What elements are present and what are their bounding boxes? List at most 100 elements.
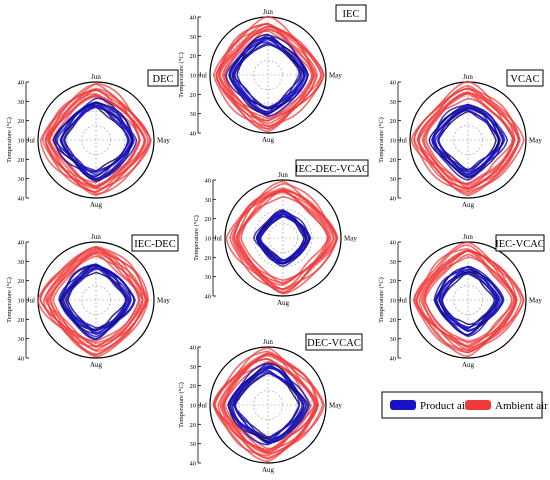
radial-tick-label: 30 bbox=[205, 274, 212, 281]
panel-title-box bbox=[131, 234, 179, 252]
angular-label-bottom: Aug bbox=[90, 201, 103, 209]
radial-axis-title: Temperature (°C) bbox=[178, 382, 185, 428]
radial-tick-label: 20 bbox=[190, 383, 197, 390]
radial-tick-label: 20 bbox=[390, 118, 397, 125]
angular-label-right: May bbox=[157, 137, 170, 145]
panel-title-box bbox=[495, 234, 545, 252]
angular-label-left: Jul bbox=[214, 235, 222, 243]
product-air-line bbox=[428, 103, 504, 179]
product-air-line bbox=[438, 109, 500, 172]
product-air-line bbox=[54, 97, 138, 181]
radial-tick-label: 40 bbox=[390, 196, 397, 203]
polar-panel-iec: Jun Aug May Jul 40 30 20 10 20 30 40 Temperature (°… bbox=[178, 4, 367, 144]
radial-tick-label: 40 bbox=[190, 345, 197, 352]
radial-tick-label: 20 bbox=[18, 317, 25, 324]
radial-tick-label: 20 bbox=[18, 157, 25, 164]
radial-tick-label: 30 bbox=[390, 99, 397, 106]
radial-tick-label: 20 bbox=[190, 53, 197, 60]
angular-label-right: May bbox=[344, 235, 357, 243]
product-air-line bbox=[256, 211, 310, 265]
radial-tick-label: 10 bbox=[18, 138, 25, 145]
ambient-air-line bbox=[229, 180, 339, 290]
radial-tick-label: 10 bbox=[390, 138, 397, 145]
panel-title: IEC bbox=[343, 9, 360, 20]
polar-panel-dec: Jun Aug May Jul 40 30 20 10 20 30 40 Temperature (°… bbox=[6, 69, 179, 209]
radial-tick-label: 10 bbox=[18, 298, 25, 305]
angular-label-top: Jun bbox=[263, 338, 273, 346]
product-air-line bbox=[231, 37, 307, 113]
product-air-line bbox=[435, 265, 502, 331]
angular-label-left: Jul bbox=[27, 137, 35, 145]
angular-label-left: Jul bbox=[27, 297, 35, 305]
radial-tick-label: 40 bbox=[18, 196, 25, 203]
ambient-air-line bbox=[417, 87, 520, 190]
polar-panel-iec-dec: Jun Aug May Jul 40 30 20 10 20 30 40 Temperature (°… bbox=[6, 233, 179, 369]
radial-tick-label: 40 bbox=[18, 356, 25, 363]
ambient-air-line bbox=[212, 15, 325, 128]
radial-tick-label: 30 bbox=[390, 259, 397, 266]
radial-tick-label: 10 bbox=[190, 403, 197, 410]
product-air-line bbox=[433, 266, 505, 338]
product-air-line bbox=[62, 264, 131, 332]
angular-label-left: Jul bbox=[399, 297, 407, 305]
ambient-air-line bbox=[36, 245, 149, 358]
ambient-air-line bbox=[412, 80, 525, 193]
polar-panel-vcac: Jun Aug May Jul 40 30 20 10 20 30 40 Temperature (°… bbox=[378, 69, 544, 209]
panel-title: IEC-VCAC bbox=[495, 239, 545, 250]
ambient-air-line bbox=[225, 182, 338, 295]
radial-tick-label: 30 bbox=[18, 336, 25, 343]
radial-tick-label: 30 bbox=[205, 197, 212, 204]
ambient-air-line bbox=[39, 82, 152, 195]
radial-tick-label: 40 bbox=[18, 80, 25, 87]
legend-swatch-ambient bbox=[465, 400, 491, 410]
ambient-air-line bbox=[235, 191, 335, 291]
radial-axis-title: Temperature (°C) bbox=[6, 277, 13, 323]
ambient-air-line bbox=[45, 246, 148, 348]
radial-tick-label: 40 bbox=[18, 240, 25, 247]
angular-label-top: Jun bbox=[463, 233, 473, 241]
radial-tick-label: 30 bbox=[190, 441, 197, 448]
ambient-air-line bbox=[410, 87, 520, 197]
radial-tick-label: 20 bbox=[190, 92, 197, 99]
radial-tick-label: 20 bbox=[390, 278, 397, 285]
panel-title: IEC-DEC-VCAC bbox=[295, 164, 369, 175]
radial-axis-title: Temperature (°C) bbox=[6, 117, 13, 163]
product-air-line bbox=[233, 371, 305, 443]
product-air-line bbox=[433, 105, 505, 177]
radial-tick-label: 20 bbox=[205, 216, 212, 223]
angular-label-right: May bbox=[329, 402, 342, 410]
ambient-air-line bbox=[420, 250, 517, 347]
panel-title-box bbox=[335, 4, 367, 22]
ambient-air-line bbox=[219, 22, 319, 122]
ambient-air-line bbox=[52, 253, 141, 342]
ambient-air-line bbox=[412, 241, 525, 354]
polar-panel-iec-dec-vcac: Jun Aug May Jul 40 30 20 10 20 30 40 Temperature (°… bbox=[193, 159, 369, 307]
angular-label-bottom: Aug bbox=[462, 201, 475, 209]
panel-title-box bbox=[506, 69, 544, 87]
radial-axis-title: Temperature (°C) bbox=[193, 215, 200, 261]
radial-tick-label: 30 bbox=[18, 99, 25, 106]
radial-tick-label: 40 bbox=[390, 356, 397, 363]
radial-tick-label: 40 bbox=[190, 15, 197, 22]
product-air-line bbox=[225, 34, 308, 118]
product-air-line bbox=[60, 104, 135, 180]
radial-tick-label: 20 bbox=[190, 422, 197, 429]
polar-panel-dec-vcac: Jun Aug May Jul 40 30 20 10 20 30 40 Temperature (°… bbox=[178, 333, 363, 474]
radial-tick-label: 30 bbox=[18, 176, 25, 183]
angular-label-right: May bbox=[157, 297, 170, 305]
radial-axis-title: Temperature (°C) bbox=[378, 117, 385, 163]
legend-swatch-product bbox=[390, 400, 416, 410]
radial-tick-label: 40 bbox=[205, 294, 212, 301]
radial-tick-label: 40 bbox=[390, 80, 397, 87]
angular-label-bottom: Aug bbox=[262, 136, 275, 144]
radial-tick-label: 30 bbox=[18, 259, 25, 266]
angular-label-bottom: Aug bbox=[262, 466, 275, 474]
radial-tick-label: 30 bbox=[390, 176, 397, 183]
product-air-line bbox=[64, 266, 129, 331]
panel-title-box bbox=[305, 333, 363, 351]
angular-label-left: Jul bbox=[399, 137, 407, 145]
legend-label-ambient: Ambient air bbox=[495, 400, 548, 412]
angular-label-bottom: Aug bbox=[462, 361, 475, 369]
product-air-line bbox=[63, 106, 130, 172]
